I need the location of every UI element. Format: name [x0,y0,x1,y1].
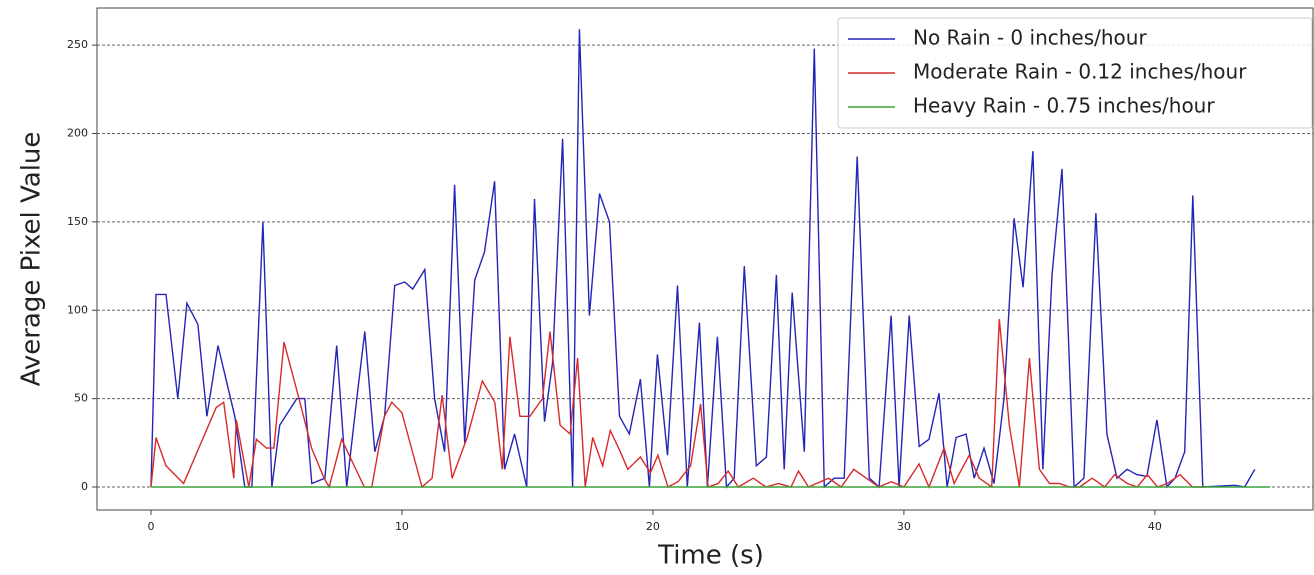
y-axis-label: Average Pixel Value [17,132,47,387]
y-tick-label: 50 [74,392,88,405]
y-tick-label: 200 [67,127,88,140]
x-tick-label: 10 [395,520,409,533]
legend-box [837,17,1313,129]
y-tick-label: 150 [67,215,88,228]
y-tick-label: 250 [67,38,88,51]
series-line [150,29,1256,489]
x-tick-label: 20 [646,520,660,533]
x-tick-label: 40 [1148,520,1162,533]
x-axis-label: Time (s) [657,541,764,571]
legend-label: Heavy Rain - 0.75 inches/hour [913,94,1215,118]
plot-frame [96,7,1314,511]
legend-label: No Rain - 0 inches/hour [913,26,1147,50]
legend-label: Moderate Rain - 0.12 inches/hour [913,60,1247,84]
y-tick-label: 100 [67,303,88,316]
x-tick-label: 30 [897,520,911,533]
y-tick-label: 0 [81,480,88,493]
series-line [150,319,1206,489]
x-tick-label: 0 [147,520,154,533]
